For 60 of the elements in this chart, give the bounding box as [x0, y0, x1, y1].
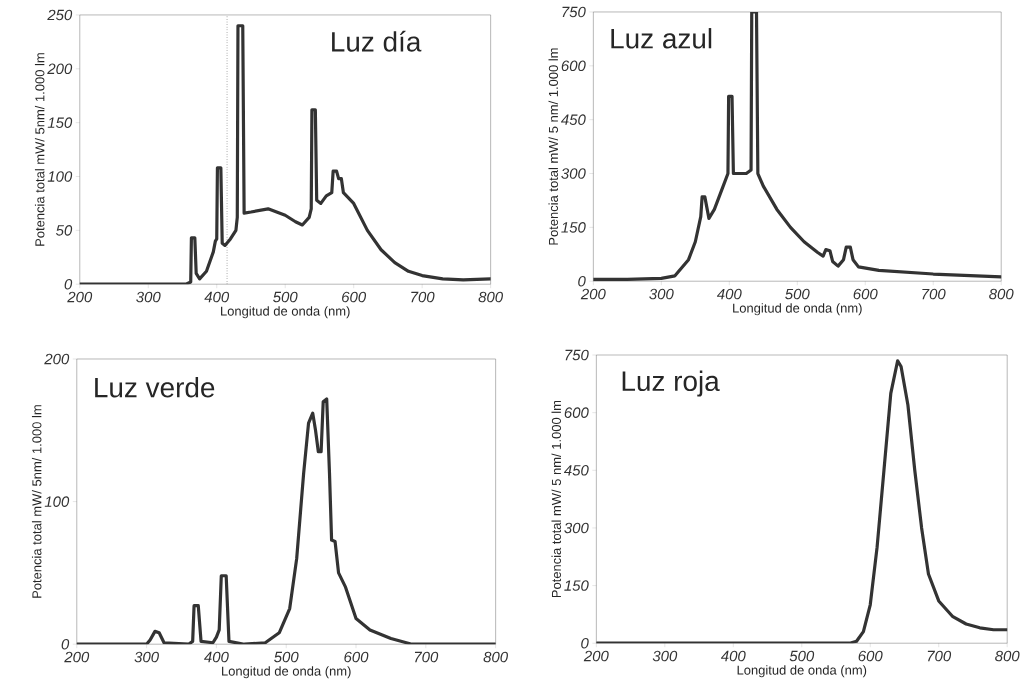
- x-tick-label: 600: [858, 650, 883, 662]
- y-tick-label: 300: [564, 522, 589, 534]
- y-tick-label: 750: [565, 349, 589, 361]
- x-tick-label: 600: [344, 651, 369, 663]
- x-axis-title: Longitud de onda (nm): [737, 665, 867, 678]
- y-axis-title: Potencia total mW/ 5 nm/ 1.000 lm: [548, 48, 559, 245]
- y-axis-title: Potencia total mW/ 5nm/ 1.000 lm: [31, 405, 42, 598]
- y-tick-label: 450: [563, 464, 589, 476]
- y-tick-label: 0: [581, 637, 589, 649]
- chart-title: Luz azul: [611, 28, 712, 49]
- y-tick-label: 100: [47, 171, 73, 182]
- y-tick-label: 0: [578, 275, 586, 287]
- y-tick-label: 200: [44, 353, 70, 365]
- text: Luz roja: [622, 370, 720, 397]
- line-series: [76, 397, 496, 645]
- x-axis-title: Longitud de onda (nm): [733, 303, 862, 316]
- x-tick-label: 800: [995, 650, 1020, 662]
- x-axis-title: Longitud de onda (nm): [222, 666, 351, 679]
- x-tick-label: 700: [927, 650, 952, 662]
- x-tick-label: 500: [785, 288, 810, 300]
- y-tick-label: 450: [560, 114, 586, 125]
- x-tick-label: 400: [204, 651, 229, 663]
- y-tick-label: 200: [47, 63, 73, 75]
- y-axis-title: Potencia total mW/ 5 nm/ 1.000 lm: [551, 400, 562, 598]
- y-tick-label: 50: [55, 225, 73, 236]
- x-tick-label: 800: [483, 651, 508, 663]
- x-tick-label: 300: [652, 650, 678, 662]
- y-tick-label: 150: [561, 222, 586, 233]
- x-tick-label: 400: [720, 650, 746, 662]
- y-tick-label: 750: [562, 6, 586, 18]
- x-axis-title: Longitud de onda (nm): [221, 306, 350, 319]
- y-axis-title: Potencia total mW/ 5nm/ 1.000 lm: [34, 53, 45, 246]
- y-tick-label: 600: [564, 407, 589, 418]
- x-tick-label: 700: [414, 651, 439, 663]
- line-series: [79, 24, 491, 285]
- x-tick-label: 600: [342, 291, 367, 303]
- line-series: [596, 359, 1008, 644]
- y-tick-label: 150: [47, 117, 73, 128]
- x-tick-label: 400: [716, 288, 742, 300]
- y-tick-label: 600: [561, 60, 586, 72]
- y-tick-label: 250: [47, 9, 73, 21]
- x-tick-label: 800: [989, 288, 1014, 300]
- y-tick-label: 0: [64, 278, 73, 290]
- x-tick-label: 300: [136, 291, 161, 303]
- x-tick-label: 400: [204, 291, 230, 303]
- y-tick-label: 300: [561, 168, 586, 179]
- x-tick-label: 500: [273, 291, 298, 303]
- y-tick-label: 150: [564, 580, 589, 591]
- x-tick-label: 700: [411, 291, 435, 303]
- x-tick-label: 600: [853, 288, 878, 300]
- text: Luz verde: [95, 376, 215, 398]
- x-tick-label: 500: [789, 650, 815, 662]
- chart-title: Luz día: [332, 30, 422, 52]
- x-tick-label: 500: [274, 651, 299, 663]
- x-tick-label: 300: [134, 651, 159, 663]
- x-tick-label: 700: [922, 288, 946, 300]
- y-tick-label: 100: [44, 496, 70, 507]
- y-tick-label: 0: [61, 638, 70, 650]
- x-tick-label: 300: [649, 288, 674, 300]
- x-tick-label: 800: [478, 291, 503, 303]
